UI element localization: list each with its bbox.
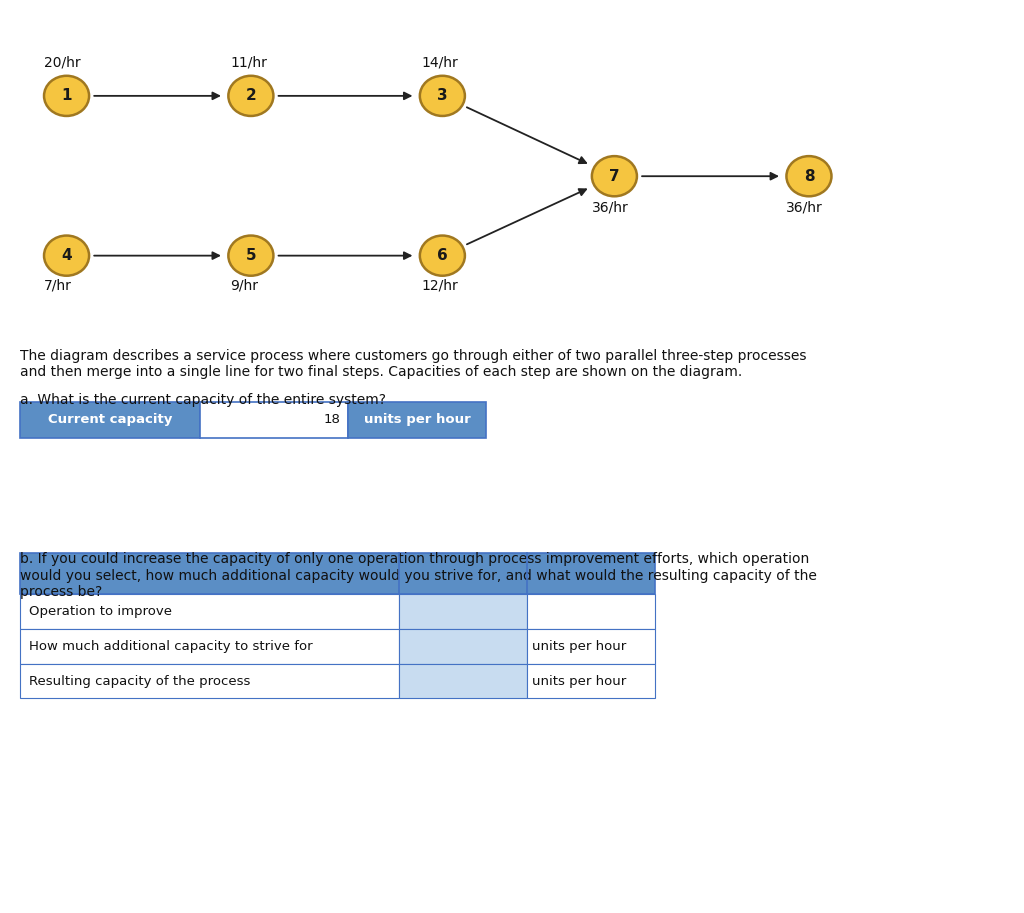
Text: 11/hr: 11/hr bbox=[230, 55, 267, 69]
Circle shape bbox=[228, 76, 273, 116]
Circle shape bbox=[592, 156, 637, 196]
Circle shape bbox=[420, 236, 465, 276]
Text: 36/hr: 36/hr bbox=[592, 200, 629, 215]
Circle shape bbox=[228, 236, 273, 276]
FancyBboxPatch shape bbox=[527, 594, 655, 629]
Text: 12/hr: 12/hr bbox=[422, 278, 459, 293]
Text: b. If you could increase the capacity of only one operation through process impr: b. If you could increase the capacity of… bbox=[20, 552, 817, 599]
FancyBboxPatch shape bbox=[399, 594, 527, 629]
FancyBboxPatch shape bbox=[527, 629, 655, 664]
FancyBboxPatch shape bbox=[20, 402, 200, 438]
FancyBboxPatch shape bbox=[399, 664, 527, 698]
Text: a. What is the current capacity of the entire system?: a. What is the current capacity of the e… bbox=[20, 393, 386, 406]
Text: 5: 5 bbox=[246, 248, 256, 263]
Text: 8: 8 bbox=[804, 169, 814, 184]
Text: The diagram describes a service process where customers go through either of two: The diagram describes a service process … bbox=[20, 349, 807, 379]
FancyBboxPatch shape bbox=[20, 629, 399, 664]
FancyBboxPatch shape bbox=[399, 629, 527, 664]
FancyBboxPatch shape bbox=[527, 664, 655, 698]
FancyBboxPatch shape bbox=[200, 402, 348, 438]
Text: 6: 6 bbox=[437, 248, 447, 263]
Text: 3: 3 bbox=[437, 89, 447, 103]
Text: Resulting capacity of the process: Resulting capacity of the process bbox=[29, 675, 250, 687]
Text: 9/hr: 9/hr bbox=[230, 278, 258, 293]
Circle shape bbox=[44, 76, 89, 116]
Text: 1: 1 bbox=[61, 89, 72, 103]
FancyBboxPatch shape bbox=[20, 664, 399, 698]
Text: units per hour: units per hour bbox=[532, 640, 627, 653]
Circle shape bbox=[420, 76, 465, 116]
Text: 36/hr: 36/hr bbox=[786, 200, 823, 215]
Text: 4: 4 bbox=[61, 248, 72, 263]
Text: 20/hr: 20/hr bbox=[44, 55, 81, 69]
FancyBboxPatch shape bbox=[20, 553, 655, 594]
Text: units per hour: units per hour bbox=[532, 675, 627, 687]
FancyBboxPatch shape bbox=[348, 402, 486, 438]
Circle shape bbox=[786, 156, 831, 196]
Circle shape bbox=[44, 236, 89, 276]
Text: 7: 7 bbox=[609, 169, 620, 184]
Text: 18: 18 bbox=[324, 414, 340, 426]
Text: Current capacity: Current capacity bbox=[48, 414, 172, 426]
Text: 14/hr: 14/hr bbox=[422, 55, 459, 69]
Text: How much additional capacity to strive for: How much additional capacity to strive f… bbox=[29, 640, 312, 653]
FancyBboxPatch shape bbox=[20, 594, 399, 629]
Text: 2: 2 bbox=[246, 89, 256, 103]
Text: units per hour: units per hour bbox=[364, 414, 471, 426]
Text: Operation to improve: Operation to improve bbox=[29, 605, 172, 618]
Text: 7/hr: 7/hr bbox=[44, 278, 72, 293]
